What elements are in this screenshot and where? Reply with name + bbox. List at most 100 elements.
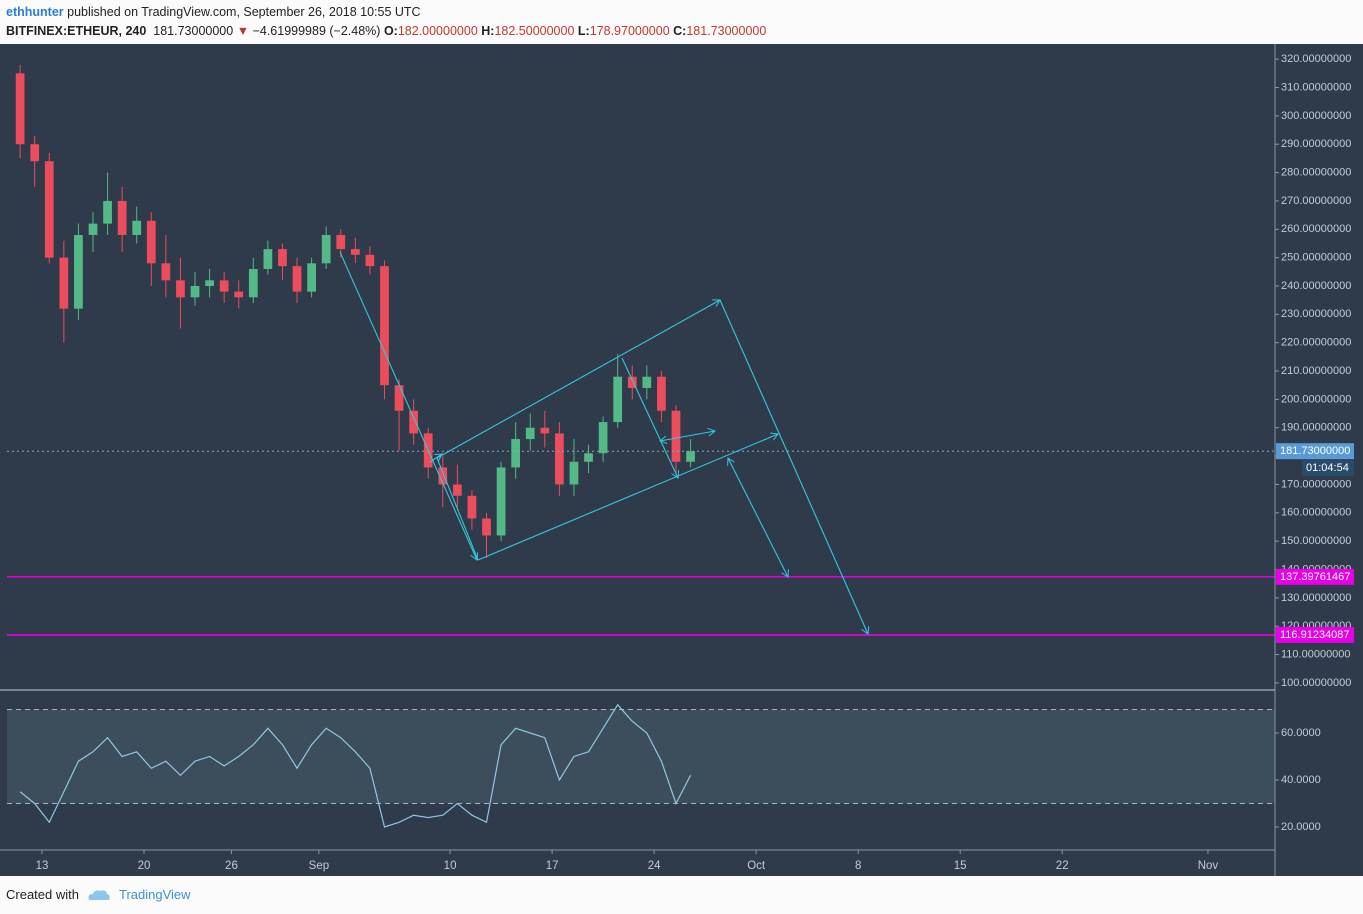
o-value: 182.00000000 <box>397 24 478 38</box>
candle-body <box>161 263 171 281</box>
level-label: 137.39761467 <box>1280 571 1350 583</box>
c-value: 181.73000000 <box>686 24 767 38</box>
x-tick-label: 13 <box>36 860 49 872</box>
x-tick-label: Sep <box>309 860 329 872</box>
candle-body <box>132 220 142 235</box>
y-tick-label: 190.00000000 <box>1281 422 1351 434</box>
candle-body <box>350 249 360 255</box>
candle-body <box>467 495 477 519</box>
rsi-band <box>7 709 1275 804</box>
candle-body <box>88 223 98 235</box>
y-tick-label: 150.00000000 <box>1281 535 1351 547</box>
candle-body <box>613 376 623 423</box>
level-label-box <box>1276 626 1354 643</box>
y-tick-label: 250.00000000 <box>1281 252 1351 264</box>
candle-body <box>205 280 214 286</box>
candle-body <box>103 200 112 224</box>
countdown: 01:04:54 <box>1306 462 1349 474</box>
candle-body <box>307 263 316 292</box>
candle-body <box>263 249 273 269</box>
x-tick-label: 24 <box>648 860 661 872</box>
candle-body <box>59 257 69 309</box>
down-arrow: ▼ <box>236 24 250 38</box>
created-with: Created with <box>6 887 79 902</box>
tv-logo <box>88 889 110 900</box>
footer: Created with TradingView <box>6 887 191 902</box>
symbol: BITFINEX:ETHEUR, 240 <box>6 24 147 38</box>
price: 181.73000000 <box>153 24 234 38</box>
last-price-label: 181.73000000 <box>1280 445 1350 457</box>
candle-body <box>540 427 550 434</box>
brand[interactable]: TradingView <box>118 887 191 902</box>
c-label: C: <box>673 24 687 38</box>
y-tick-label: 270.00000000 <box>1281 195 1351 207</box>
y-tick-label: 260.00000000 <box>1281 223 1351 235</box>
published: published on TradingView.com, September … <box>67 5 421 19</box>
ohlc-line: BITFINEX:ETHEUR, 240 181.73000000 ▼ −4.6… <box>6 22 766 41</box>
y-tick-label: 290.00000000 <box>1281 138 1351 150</box>
publish-line: ethhunter published on TradingView.com, … <box>6 3 766 22</box>
candle-body <box>321 234 331 264</box>
pullback-arrow <box>621 357 678 478</box>
x-tick-label: 20 <box>138 860 151 872</box>
x-tick-label: 26 <box>225 860 238 872</box>
candle-body <box>219 280 229 292</box>
candle-body <box>176 280 185 298</box>
x-tick-label: Nov <box>1198 860 1219 872</box>
countdown-box <box>1302 460 1354 477</box>
author[interactable]: ethhunter <box>6 5 64 19</box>
header: ethhunter published on TradingView.com, … <box>6 3 766 41</box>
h-value: 182.50000000 <box>494 24 575 38</box>
channel-upper <box>436 300 720 459</box>
y-tick-label: 110.00000000 <box>1281 648 1351 660</box>
y-tick-label: 130.00000000 <box>1281 592 1351 604</box>
trend-arrow <box>339 251 477 560</box>
candle-body <box>30 144 40 162</box>
candle-body <box>365 254 375 267</box>
candle-body <box>686 451 695 462</box>
rsi-line <box>19 703 692 828</box>
channel-side <box>436 457 479 561</box>
candle-body <box>511 439 521 468</box>
candle-body <box>15 73 25 145</box>
chart: 100.00000000110.00000000120.00000000130.… <box>0 44 1363 876</box>
candle-body <box>452 484 462 496</box>
rsi-tick-label: 60.0000 <box>1281 727 1321 739</box>
channel-lower <box>477 434 778 561</box>
o-label: O: <box>383 24 398 38</box>
candle-body <box>555 433 564 485</box>
small-arrow <box>429 454 442 463</box>
x-tick-label: 22 <box>1056 860 1069 872</box>
candle-body <box>642 376 652 389</box>
last-price-box <box>1276 443 1354 460</box>
l-label: L: <box>577 24 590 38</box>
candle-body <box>438 467 448 485</box>
candle-body <box>380 266 389 386</box>
candle-body <box>248 268 258 298</box>
candle-body <box>234 291 244 298</box>
candle-body <box>44 161 54 258</box>
candle-body <box>627 376 637 389</box>
y-tick-label: 220.00000000 <box>1281 337 1351 349</box>
candle-body <box>525 427 535 440</box>
h-label: H: <box>481 24 495 38</box>
candle-body <box>74 234 83 309</box>
y-tick-label: 300.00000000 <box>1281 110 1351 122</box>
level-label: 116.91234087 <box>1280 629 1350 641</box>
change: −4.61999989 (−2.48%) <box>252 24 381 38</box>
y-tick-label: 280.00000000 <box>1281 166 1351 178</box>
l-value: 178.97000000 <box>589 24 670 38</box>
candle-body <box>146 220 156 264</box>
y-tick-label: 240.00000000 <box>1281 280 1351 292</box>
target-arrow <box>728 458 788 577</box>
level-label-box <box>1276 568 1354 585</box>
y-tick-label: 320.00000000 <box>1281 53 1351 65</box>
y-tick-label: 210.00000000 <box>1281 365 1351 377</box>
x-tick-label: 17 <box>546 860 559 872</box>
drawings <box>339 251 868 634</box>
candle-body <box>671 410 681 462</box>
candle-body <box>496 467 506 536</box>
rsi-tick-label: 20.0000 <box>1281 821 1321 833</box>
x-tick-label: Oct <box>747 860 766 872</box>
